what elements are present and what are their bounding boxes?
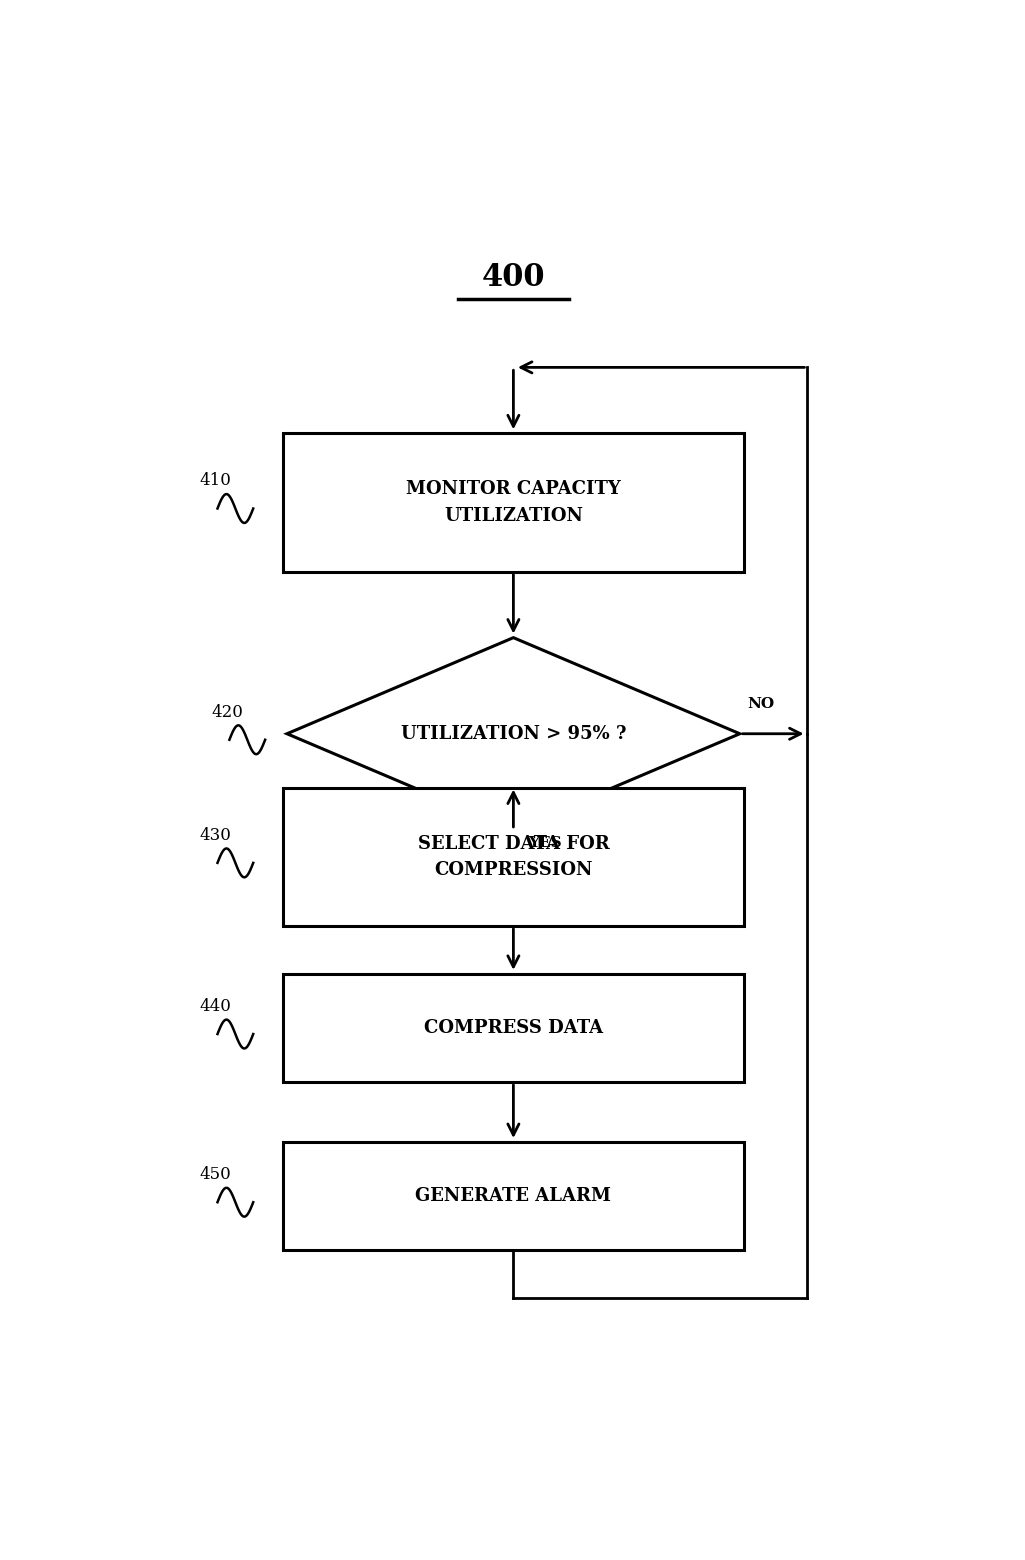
- Text: SELECT DATA FOR
COMPRESSION: SELECT DATA FOR COMPRESSION: [417, 835, 609, 880]
- Polygon shape: [287, 638, 740, 830]
- Text: COMPRESS DATA: COMPRESS DATA: [423, 1019, 603, 1037]
- Text: 430: 430: [200, 827, 232, 844]
- Text: 400: 400: [482, 262, 545, 293]
- Bar: [283, 788, 744, 927]
- Text: NO: NO: [748, 697, 775, 711]
- Text: GENERATE ALARM: GENERATE ALARM: [415, 1187, 611, 1206]
- Text: MONITOR CAPACITY
UTILIZATION: MONITOR CAPACITY UTILIZATION: [406, 480, 621, 524]
- Bar: [283, 434, 744, 571]
- Text: YES: YES: [528, 836, 562, 850]
- Text: 410: 410: [200, 473, 232, 490]
- Text: 420: 420: [211, 704, 243, 721]
- Text: UTILIZATION > 95% ?: UTILIZATION > 95% ?: [401, 725, 626, 743]
- Bar: [283, 973, 744, 1083]
- Bar: [283, 1142, 744, 1250]
- Text: 440: 440: [200, 998, 232, 1016]
- Text: 450: 450: [200, 1165, 232, 1182]
